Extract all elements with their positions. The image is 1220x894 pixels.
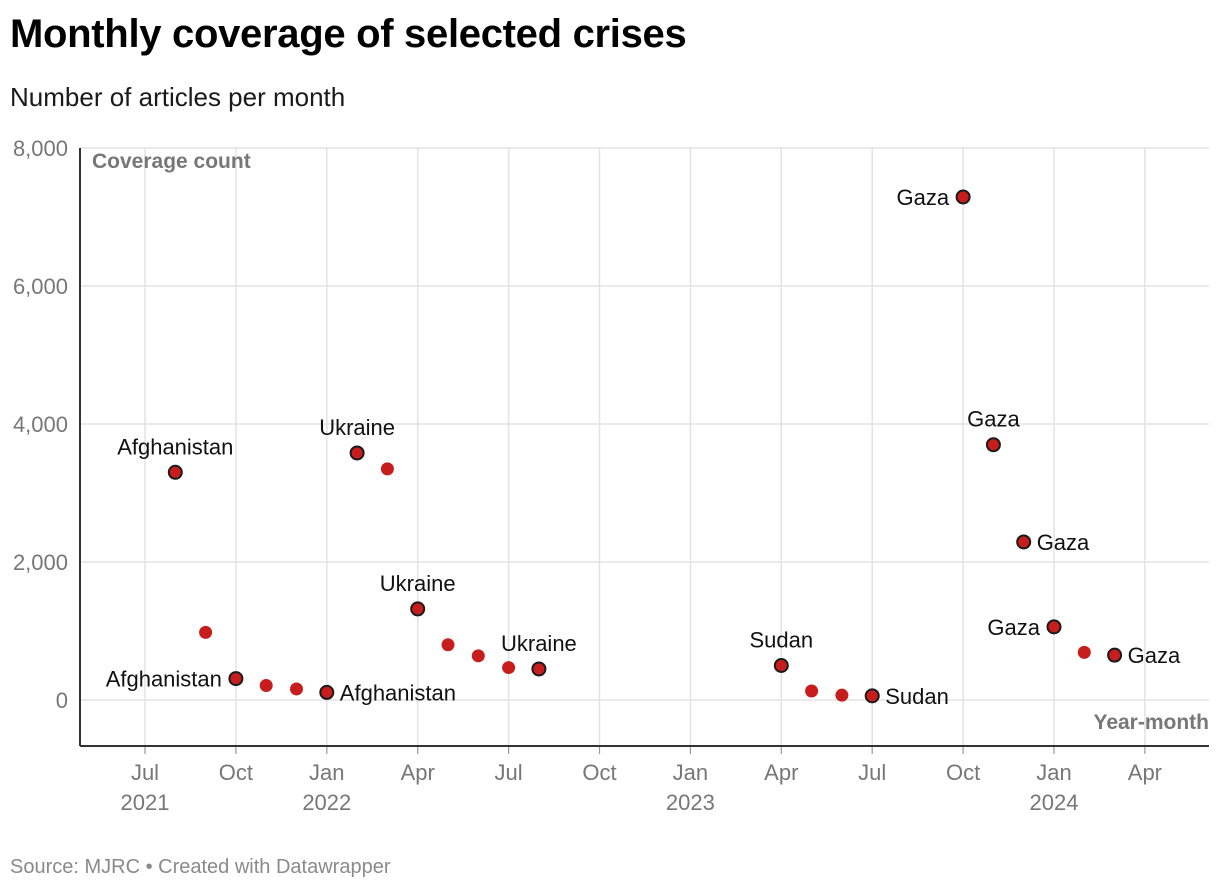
point-label: Gaza — [1128, 643, 1181, 668]
data-point-outlined[interactable] — [410, 601, 426, 617]
chart-subtitle: Number of articles per month — [10, 82, 346, 112]
x-tick-label: Jan — [309, 760, 344, 785]
data-point-outlined[interactable] — [531, 661, 547, 677]
data-point-outlined[interactable] — [1046, 619, 1062, 635]
x-tick-label: Jul — [495, 760, 523, 785]
x-tick-year-label: 2021 — [121, 790, 170, 815]
x-tick-label: Oct — [219, 760, 253, 785]
y-tick-label: 6,000 — [13, 274, 68, 299]
point-label: Afghanistan — [117, 434, 233, 459]
point-label: Ukraine — [380, 571, 456, 596]
x-tick-label: Oct — [582, 760, 616, 785]
point-label: Ukraine — [501, 631, 577, 656]
point-label: Ukraine — [319, 415, 395, 440]
data-point-outlined[interactable] — [985, 437, 1001, 453]
data-point[interactable] — [380, 462, 394, 476]
point-label: Gaza — [897, 185, 950, 210]
point-label: Gaza — [967, 407, 1020, 432]
data-point-outlined[interactable] — [1107, 647, 1123, 663]
data-point-outlined[interactable] — [773, 658, 789, 673]
point-label: Sudan — [885, 684, 949, 709]
x-tick-label: Oct — [946, 760, 980, 785]
data-point-outlined[interactable] — [167, 464, 183, 480]
data-point[interactable] — [835, 688, 849, 702]
y-tick-label: 0 — [56, 688, 68, 713]
axes: 0 2,000 4,000 6,000 8,000 Jul 2021 Oct Jan 2022 Ap… — [13, 136, 1209, 815]
data-point[interactable] — [290, 682, 303, 696]
x-tick-year-label: 2023 — [666, 790, 715, 815]
gridlines — [80, 147, 1209, 746]
data-point[interactable] — [502, 661, 516, 675]
data-point[interactable] — [199, 625, 213, 639]
data-point[interactable] — [441, 638, 455, 652]
point-labels: Afghanistan Afghanistan Afghanistan Ukraine… — [106, 185, 1181, 709]
point-label: Gaza — [1037, 530, 1090, 555]
x-tick-label: Jul — [858, 760, 886, 785]
x-tick-label: Apr — [1128, 760, 1162, 785]
x-tick-label: Jan — [673, 760, 708, 785]
data-point[interactable] — [1077, 645, 1091, 659]
data-point-outlined[interactable] — [349, 445, 365, 461]
chart-title: Monthly coverage of selected crises — [10, 12, 687, 56]
point-label: Sudan — [749, 628, 813, 653]
y-tick-label: 2,000 — [13, 550, 68, 575]
y-axis-title: Coverage count — [92, 150, 251, 173]
data-point-outlined[interactable] — [955, 189, 971, 205]
x-tick-label: Apr — [401, 760, 435, 785]
source-note: Source: MJRC • Created with Datawrapper — [10, 856, 391, 878]
x-tick-label: Apr — [764, 760, 798, 785]
data-point-outlined[interactable] — [1016, 534, 1032, 550]
x-tick-label: Jul — [131, 760, 159, 785]
point-label: Afghanistan — [340, 680, 456, 705]
y-tick-label: 8,000 — [13, 136, 68, 161]
data-points — [167, 189, 1123, 704]
data-point-outlined[interactable] — [864, 688, 880, 704]
x-tick-year-label: 2024 — [1030, 790, 1079, 815]
data-point-outlined[interactable] — [319, 684, 335, 700]
data-point[interactable] — [259, 679, 273, 693]
data-point[interactable] — [805, 684, 819, 698]
x-tick-label: Jan — [1036, 760, 1071, 785]
point-label: Afghanistan — [106, 667, 222, 692]
x-axis-title: Year-month — [1093, 711, 1209, 734]
data-point[interactable] — [471, 649, 485, 663]
data-point-outlined[interactable] — [228, 671, 244, 687]
x-tick-year-label: 2022 — [302, 790, 351, 815]
point-label: Gaza — [987, 615, 1040, 640]
y-tick-label: 4,000 — [13, 412, 68, 437]
